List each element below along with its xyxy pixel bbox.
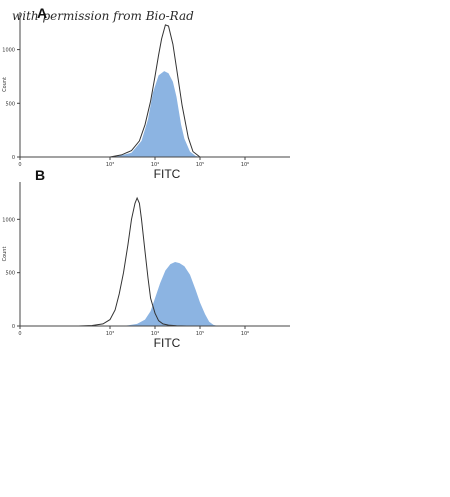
x-tick-label: 10⁶	[241, 331, 249, 337]
x-tick-label: 10⁵	[196, 162, 204, 168]
histogram-filled-series	[110, 71, 200, 157]
y-tick-label: 500	[5, 101, 15, 107]
watermark-text: with permission from Bio-Rad	[12, 9, 194, 23]
x-axis-label: FITC	[154, 336, 181, 350]
x-tick-label: 10⁵	[196, 331, 204, 337]
histogram-outline-series	[78, 196, 187, 327]
y-axis-label: Count	[2, 77, 8, 92]
y-tick-label: 1000	[2, 48, 15, 54]
histogram-filled-series	[123, 262, 218, 326]
panel-label: B	[35, 167, 45, 183]
y-axis-label: Count	[2, 247, 8, 262]
x-axis-label: FITC	[154, 167, 181, 181]
x-tick-label: 10³	[106, 331, 114, 337]
x-tick-label: 10⁴	[151, 331, 159, 337]
y-tick-label: 0	[12, 324, 15, 330]
y-tick-label: 0	[12, 155, 15, 161]
histogram-outline-series	[109, 24, 201, 158]
y-tick-label: 500	[5, 271, 15, 277]
histogram-panel-b: 0 500 1000 0 10³ 10⁴ 10⁵ 10⁶ Count FITC B	[2, 167, 290, 350]
x-tick-label: 0	[18, 162, 21, 168]
y-tick-label: 1000	[2, 217, 15, 223]
x-tick-label: 10³	[106, 162, 114, 168]
panel-label: A	[37, 5, 47, 21]
x-tick-label: 10⁴	[151, 162, 159, 168]
x-tick-label: 0	[18, 331, 21, 337]
histogram-panel-a: 0 500 1000 0 10³ 10⁴ 10⁵ 10⁶ Count FITC A	[2, 5, 290, 181]
x-tick-label: 10⁶	[241, 162, 249, 168]
